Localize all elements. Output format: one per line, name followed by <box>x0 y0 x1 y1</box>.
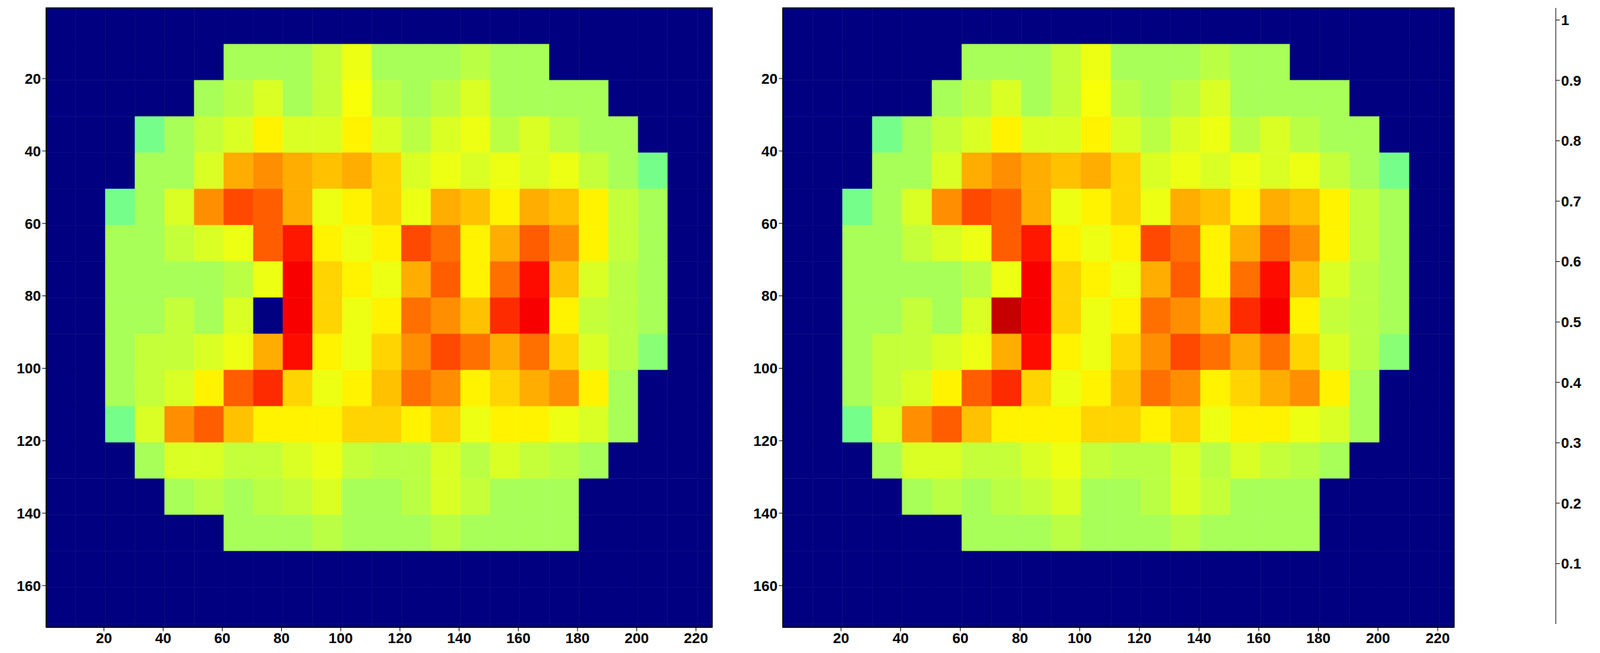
svg-text:100: 100 <box>1067 630 1092 647</box>
svg-text:200: 200 <box>624 630 649 647</box>
svg-text:140: 140 <box>446 630 472 647</box>
svg-text:40: 40 <box>761 143 778 160</box>
svg-text:0.9: 0.9 <box>1561 72 1582 90</box>
svg-text:100: 100 <box>753 360 778 377</box>
svg-text:120: 120 <box>1127 630 1152 647</box>
svg-text:160: 160 <box>506 630 531 647</box>
svg-text:20: 20 <box>761 70 778 88</box>
svg-text:80: 80 <box>273 630 290 647</box>
svg-text:140: 140 <box>753 505 778 523</box>
svg-text:0.7: 0.7 <box>1561 193 1582 210</box>
svg-text:0.1: 0.1 <box>1561 555 1582 573</box>
svg-text:220: 220 <box>683 630 709 647</box>
svg-text:60: 60 <box>761 215 778 233</box>
svg-text:80: 80 <box>761 287 778 305</box>
svg-text:160: 160 <box>1246 630 1272 647</box>
svg-text:0.8: 0.8 <box>1561 132 1582 150</box>
svg-text:200: 200 <box>1365 630 1391 647</box>
svg-text:220: 220 <box>1425 630 1451 647</box>
svg-text:100: 100 <box>328 630 354 647</box>
svg-text:0.4: 0.4 <box>1561 374 1582 392</box>
svg-text:40: 40 <box>892 630 909 647</box>
svg-text:40: 40 <box>25 143 41 160</box>
svg-text:120: 120 <box>388 630 413 647</box>
svg-text:180: 180 <box>1306 630 1331 647</box>
svg-text:0.2: 0.2 <box>1561 495 1582 513</box>
svg-text:80: 80 <box>1011 630 1028 647</box>
svg-text:120: 120 <box>753 433 778 450</box>
svg-text:100: 100 <box>16 360 41 377</box>
svg-text:20: 20 <box>833 630 849 647</box>
svg-text:60: 60 <box>214 630 231 647</box>
svg-text:1: 1 <box>1561 11 1569 29</box>
svg-text:160: 160 <box>753 578 778 595</box>
svg-text:20: 20 <box>95 630 112 647</box>
svg-text:60: 60 <box>952 630 969 647</box>
svg-text:80: 80 <box>25 287 41 305</box>
svg-text:140: 140 <box>16 505 41 523</box>
svg-text:60: 60 <box>25 215 41 233</box>
svg-text:20: 20 <box>25 70 41 88</box>
svg-text:40: 40 <box>155 630 171 647</box>
svg-text:0.6: 0.6 <box>1561 253 1582 270</box>
svg-text:0.5: 0.5 <box>1561 314 1582 331</box>
svg-text:0.3: 0.3 <box>1561 434 1582 452</box>
svg-text:160: 160 <box>16 578 41 595</box>
svg-text:140: 140 <box>1186 630 1212 647</box>
svg-text:120: 120 <box>16 433 41 450</box>
svg-text:180: 180 <box>565 630 591 647</box>
